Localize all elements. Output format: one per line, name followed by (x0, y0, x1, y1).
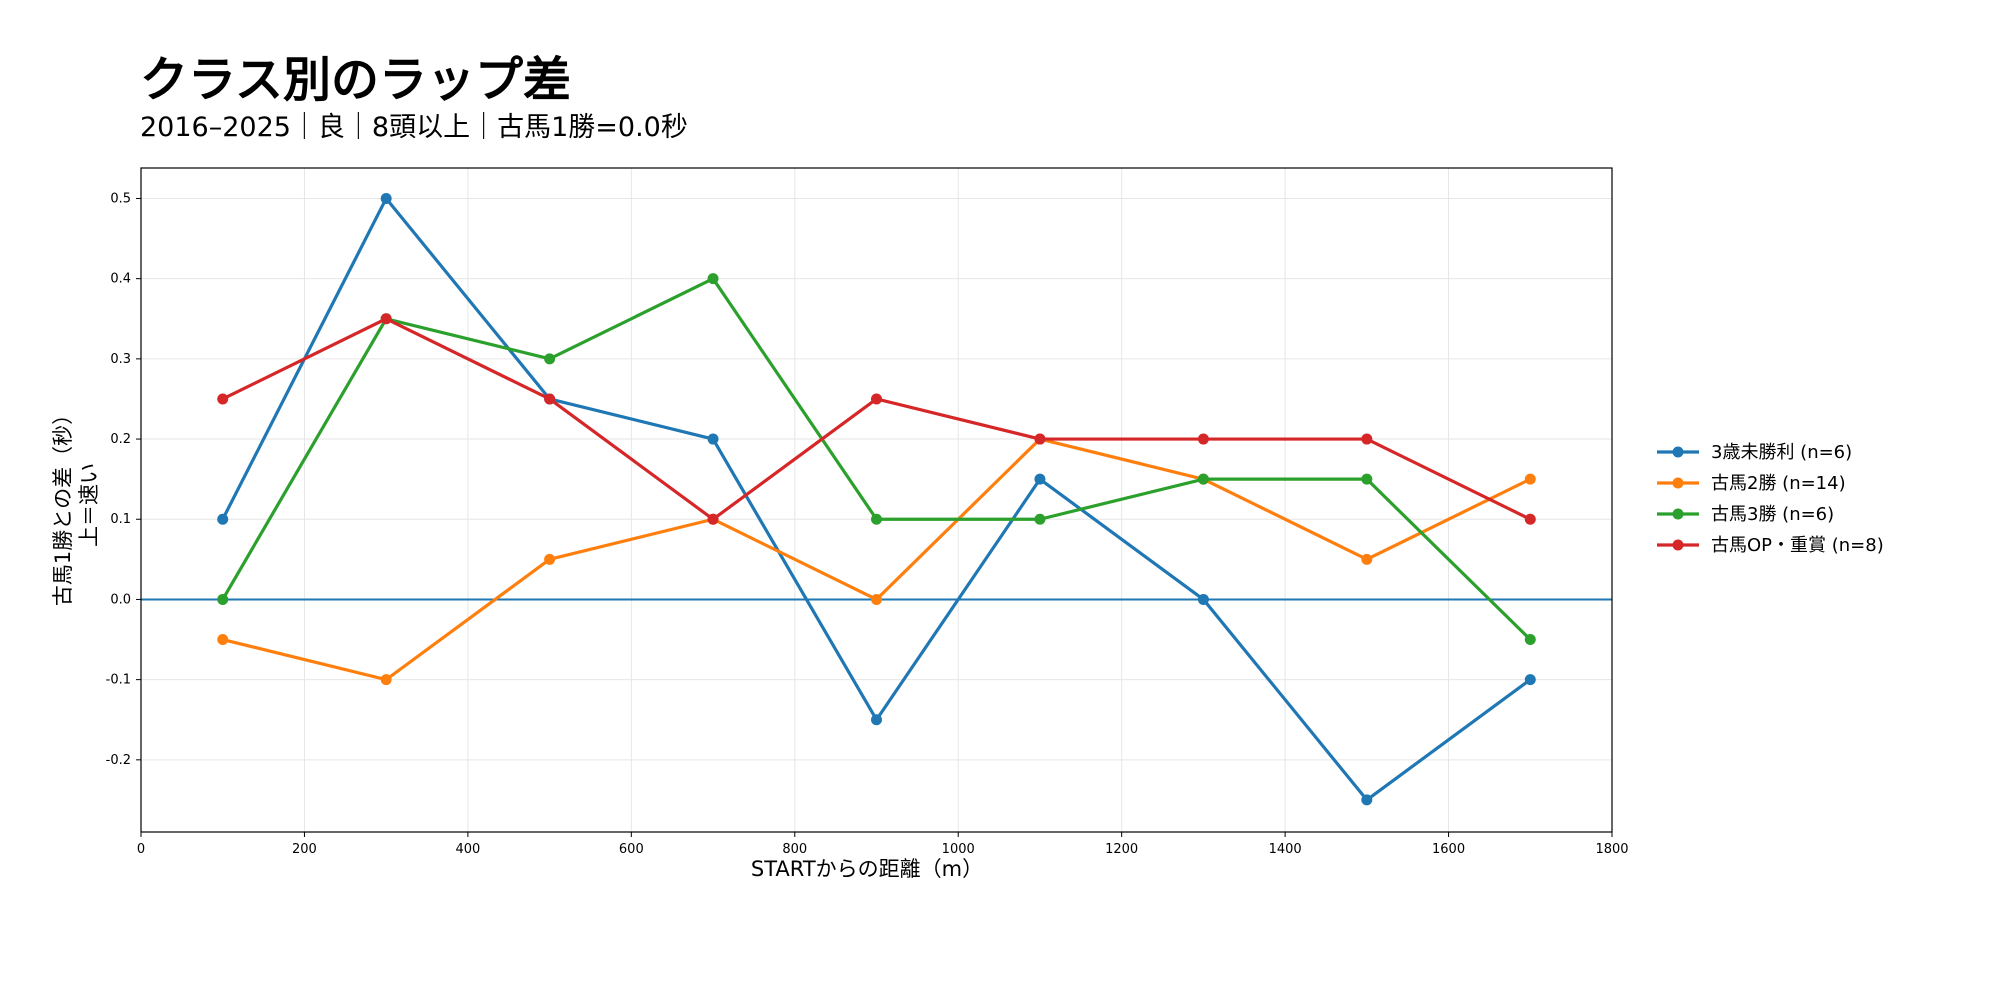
x-tick-label: 200 (292, 842, 317, 857)
x-tick-label: 1600 (1432, 842, 1465, 857)
data-point (1524, 634, 1536, 646)
x-axis-ticks: 0 200 400 600 800 1000 1200 1400 1600 1800 (137, 832, 1629, 857)
data-point (707, 273, 719, 285)
plot-frame (140, 167, 1613, 833)
y-tick-label: -0.1 (106, 673, 131, 688)
data-point (217, 513, 229, 525)
x-tick-label: 1200 (1105, 842, 1138, 857)
legend-item: 古馬2勝 (n=14) (1657, 473, 1846, 494)
y-axis-label-line1: 古馬1勝との差（秒） (51, 404, 75, 606)
y-tick-label: 0.2 (110, 432, 131, 447)
series-4 (217, 313, 1536, 525)
data-point (1197, 433, 1209, 445)
data-point (1361, 473, 1373, 485)
series-1 (217, 192, 1536, 806)
x-tick-label: 0 (137, 842, 145, 857)
series-line (221, 277, 1532, 641)
data-point (217, 634, 229, 646)
y-tick-label: 0.0 (110, 592, 131, 607)
y-tick-label: 0.4 (110, 272, 131, 287)
legend-swatch-marker (1672, 477, 1684, 489)
series-line (222, 317, 1531, 521)
series-line (222, 437, 1531, 682)
data-point (1197, 593, 1209, 605)
series-lines (217, 192, 1536, 806)
data-point (1361, 433, 1373, 445)
data-point (871, 714, 882, 726)
data-point (1034, 473, 1046, 485)
data-point (871, 593, 882, 605)
y-axis-label: 古馬1勝との差（秒） 上＝速い (51, 404, 101, 606)
series-line (221, 196, 1532, 802)
data-point (544, 353, 556, 365)
data-point (1524, 473, 1536, 485)
chart-title: クラス別のラップ差 (140, 52, 571, 108)
data-point (380, 192, 392, 204)
data-point (217, 593, 229, 605)
data-point (544, 393, 556, 405)
data-point (871, 393, 882, 405)
legend-label: 古馬3勝 (n=6) (1711, 504, 1834, 525)
data-point (1524, 674, 1536, 686)
data-point (1034, 513, 1046, 525)
data-point (707, 513, 719, 525)
y-tick-label: -0.2 (106, 753, 131, 768)
legend-item: 古馬3勝 (n=6) (1657, 504, 1834, 525)
data-point (380, 674, 392, 686)
legend-item: 古馬OP・重賞 (n=8) (1657, 535, 1884, 556)
legend-swatch-marker (1672, 446, 1684, 458)
data-point (1034, 433, 1046, 445)
data-point (544, 553, 556, 565)
series-2 (217, 433, 1536, 686)
grid (140, 168, 1613, 832)
y-tick-label: 0.5 (110, 191, 131, 206)
data-point (707, 433, 719, 445)
x-tick-label: 800 (782, 842, 807, 857)
x-tick-label: 400 (455, 842, 480, 857)
x-axis-label: STARTからの距離（m） (751, 857, 983, 881)
legend-item: 3歳未勝利 (n=6) (1657, 442, 1852, 463)
legend-swatch-marker (1672, 508, 1684, 520)
data-point (1197, 473, 1209, 485)
x-tick-label: 1000 (942, 842, 975, 857)
legend-label: 古馬2勝 (n=14) (1711, 473, 1846, 494)
legend-label: 3歳未勝利 (n=6) (1711, 442, 1852, 463)
data-point (1361, 794, 1373, 806)
data-point (217, 393, 229, 405)
y-tick-label: 0.3 (110, 352, 131, 367)
y-tick-label: 0.1 (110, 512, 131, 527)
y-axis-ticks: -0.2 -0.1 0.0 0.1 0.2 0.3 0.4 0.5 (106, 191, 141, 768)
x-tick-label: 1800 (1595, 842, 1628, 857)
y-axis-label-line2: 上＝速い (77, 463, 101, 547)
data-point (871, 513, 882, 525)
legend-label: 古馬OP・重賞 (n=8) (1711, 535, 1884, 556)
data-point (1361, 553, 1373, 565)
x-tick-label: 1400 (1269, 842, 1302, 857)
series-3 (217, 273, 1536, 646)
data-point (380, 313, 392, 325)
legend: 3歳未勝利 (n=6) 古馬2勝 (n=14) 古馬3勝 (n=6) 古馬OP・重賞 … (1657, 442, 1884, 556)
x-tick-label: 600 (619, 842, 644, 857)
data-point (1524, 513, 1536, 525)
legend-swatch-marker (1672, 539, 1684, 551)
chart-subtitle: 2016–2025｜良｜8頭以上｜古馬1勝=0.0秒 (140, 112, 688, 143)
